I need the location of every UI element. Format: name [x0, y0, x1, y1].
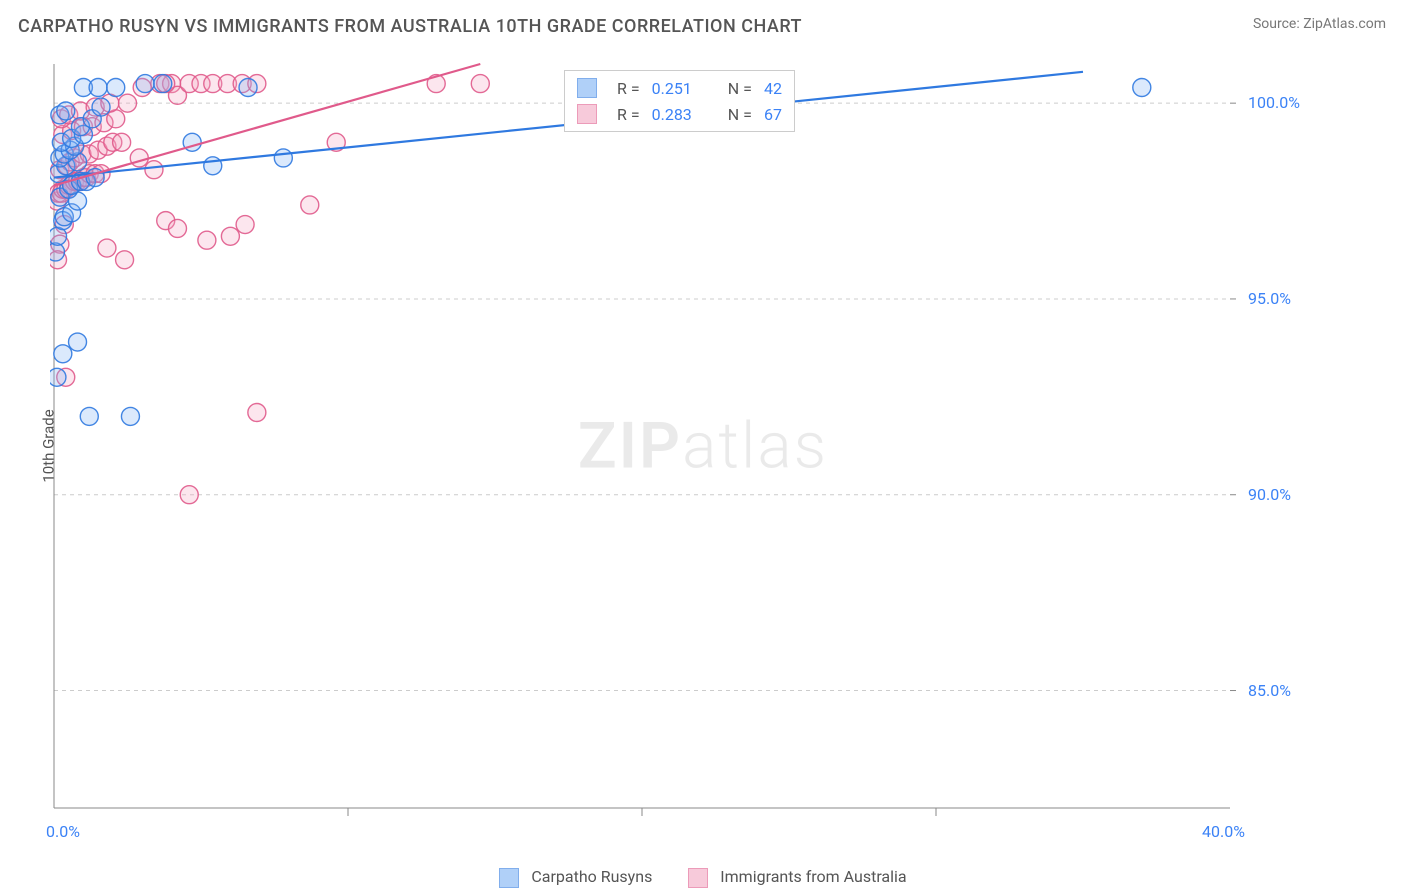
legend-n-value: 67 [764, 105, 782, 124]
y-tick-label: 95.0% [1248, 289, 1291, 308]
legend-series-name: Immigrants from Australia [720, 867, 906, 886]
legend-swatch [577, 78, 597, 98]
data-point [471, 75, 489, 93]
data-point [180, 486, 198, 504]
legend-n-label: N = [728, 105, 752, 124]
data-point [301, 196, 319, 214]
data-point [69, 333, 87, 351]
data-point [119, 94, 137, 112]
series-legend: Carpatho Rusyns Immigrants from Australi… [0, 867, 1406, 888]
data-point [98, 239, 116, 257]
legend-r-label: R = [617, 79, 640, 98]
legend-n-label: N = [728, 79, 752, 98]
legend-swatch [688, 868, 708, 888]
source-label: Source: ZipAtlas.com [1253, 16, 1386, 32]
data-point [1133, 78, 1151, 96]
y-tick-label: 100.0% [1248, 93, 1300, 112]
chart-title: CARPATHO RUSYN VS IMMIGRANTS FROM AUSTRA… [18, 16, 802, 37]
data-point [198, 231, 216, 249]
legend-item: Immigrants from Australia [688, 867, 906, 888]
data-point [130, 149, 148, 167]
data-point [57, 102, 75, 120]
data-point [54, 345, 72, 363]
data-point [80, 407, 98, 425]
legend-swatch [499, 868, 519, 888]
legend-r-value: 0.251 [652, 79, 692, 98]
legend-n-value: 42 [764, 79, 782, 98]
legend-series-name: Carpatho Rusyns [531, 867, 652, 886]
correlation-legend: R = 0.251 N = 42 R = 0.283 N = 67 [564, 70, 795, 132]
data-point [89, 78, 107, 96]
data-point [113, 133, 131, 151]
data-point [116, 251, 134, 269]
data-point [121, 407, 139, 425]
data-point [154, 75, 172, 93]
data-point [221, 227, 239, 245]
y-tick-label: 90.0% [1248, 485, 1291, 504]
data-point [236, 216, 254, 234]
y-tick-label: 85.0% [1248, 681, 1291, 700]
data-point [107, 78, 125, 96]
legend-item: Carpatho Rusyns [499, 867, 652, 888]
x-tick-label: 0.0% [46, 822, 80, 841]
legend-swatch [577, 104, 597, 124]
data-point [145, 161, 163, 179]
data-point [168, 219, 186, 237]
legend-r-value: 0.283 [652, 105, 692, 124]
data-point [92, 98, 110, 116]
chart-container: { "title": "CARPATHO RUSYN VS IMMIGRANTS… [0, 0, 1406, 892]
legend-r-label: R = [617, 105, 640, 124]
data-point [274, 149, 292, 167]
data-point [50, 368, 66, 386]
data-point [239, 78, 257, 96]
data-point [248, 404, 266, 422]
scatter-plot [50, 58, 1320, 838]
x-tick-label: 40.0% [1202, 822, 1245, 841]
data-point [136, 75, 154, 93]
